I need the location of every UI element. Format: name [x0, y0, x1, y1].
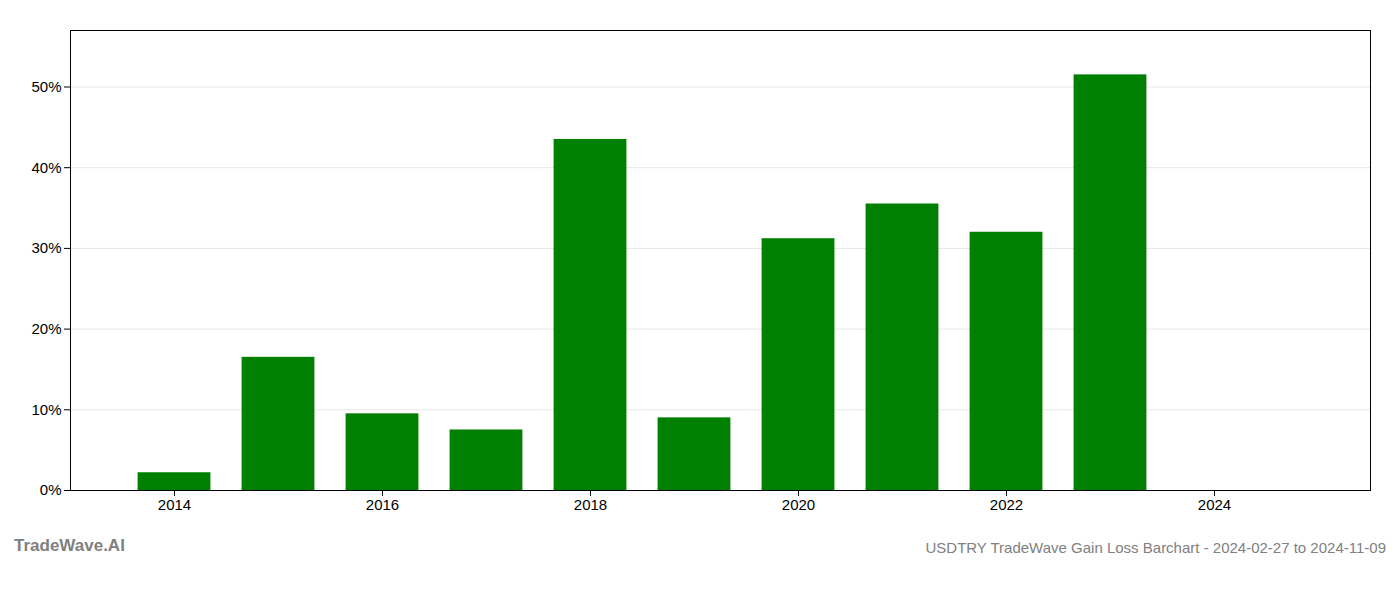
- html-text:TradeWave.AI: TradeWave.AI: [14, 536, 125, 555]
- svg-text:40%: 40%: [31, 158, 61, 175]
- svg-text:2014: 2014: [158, 496, 191, 513]
- svg-text:0%: 0%: [40, 481, 62, 498]
- svg-text:20%: 20%: [31, 320, 61, 337]
- svg-text:2018: 2018: [574, 496, 607, 513]
- svg-text:2016: 2016: [366, 496, 399, 513]
- svg-text:2024: 2024: [1198, 496, 1231, 513]
- svg-text:50%: 50%: [31, 78, 61, 95]
- html-text:USDTRY TradeWave Gain Loss Bar: USDTRY TradeWave Gain Loss Barchart - 20…: [925, 539, 1386, 556]
- svg-text:30%: 30%: [31, 239, 61, 256]
- svg-text:2020: 2020: [782, 496, 815, 513]
- svg-text:2022: 2022: [990, 496, 1023, 513]
- svg-text:10%: 10%: [31, 401, 61, 418]
